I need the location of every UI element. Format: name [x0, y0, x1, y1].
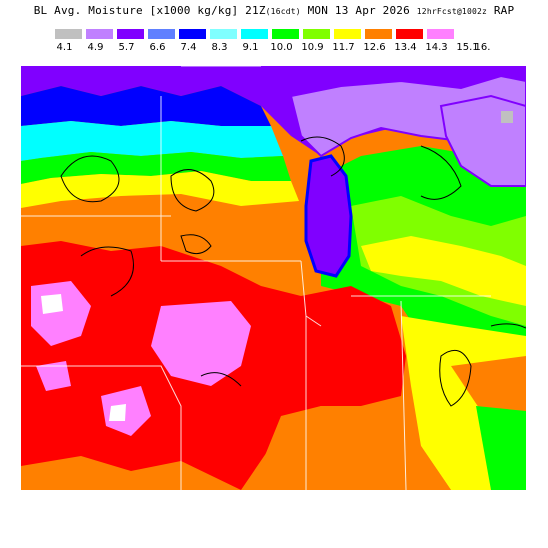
legend-label: 6.6 — [149, 42, 166, 53]
moisture-sw-orange — [21, 456, 241, 490]
moisture-field — [21, 66, 526, 490]
contour-line — [200, 372, 242, 387]
title-forecast-tag: 12hrFcst@1002z — [416, 7, 488, 16]
legend-label: 4.1 — [56, 42, 73, 53]
legend-swatch — [272, 29, 299, 39]
moisture-band-yellow — [21, 171, 299, 208]
legend-label: 12.6 — [363, 42, 386, 53]
legend-label: 15.1 — [456, 42, 479, 53]
contour-lines — [60, 136, 526, 407]
contour-line — [60, 155, 120, 203]
moisture-patch-pink — [101, 386, 151, 436]
legend-label: 5.7 — [118, 42, 135, 53]
contour-line — [180, 234, 212, 255]
legend-swatch — [365, 29, 392, 39]
contour-line — [420, 145, 462, 200]
legend-label: 13.4 — [394, 42, 417, 53]
title-model: RAP — [493, 4, 515, 17]
contour-line — [170, 169, 215, 212]
moisture-band-cyan — [21, 121, 283, 161]
moisture-band-blue — [21, 86, 271, 126]
color-legend: 4.1 4.9 5.7 6.6 7.4 8.3 9.1 10.0 10.9 11… — [55, 29, 490, 55]
great-lakes — [289, 74, 526, 278]
moisture-south-orange — [251, 401, 451, 490]
moisture-patch-white — [41, 294, 63, 314]
legend-swatch — [55, 29, 82, 39]
legend-swatch — [117, 29, 144, 39]
legend-label: 10.0 — [270, 42, 293, 53]
legend-swatch — [427, 29, 454, 39]
legend-swatch — [179, 29, 206, 39]
legend-label: 10.9 — [301, 42, 324, 53]
state-boundaries — [21, 66, 491, 490]
legend-label: 14.3 — [425, 42, 448, 53]
moisture-patch-pink — [36, 361, 71, 391]
contour-line — [300, 136, 345, 177]
legend-label: 8.3 — [211, 42, 228, 53]
dry-patch-gray — [501, 111, 513, 123]
moisture-patch-pink — [151, 301, 251, 386]
legend-swatch — [303, 29, 330, 39]
legend-swatch — [86, 29, 113, 39]
title-prefix: BL Avg. Moisture [x1000 kg/kg] 21Z — [33, 4, 266, 17]
moisture-se-green — [476, 406, 526, 490]
moisture-band-green — [21, 152, 291, 184]
contour-line — [439, 349, 472, 407]
legend-label: 7.4 — [180, 42, 197, 53]
contour-line — [490, 323, 526, 329]
moisture-patch-white — [109, 404, 126, 421]
contour-line — [80, 246, 134, 297]
legend-swatch — [458, 29, 485, 39]
legend-swatch — [241, 29, 268, 39]
legend-swatch — [148, 29, 175, 39]
title-date: MON 13 Apr 2026 — [307, 4, 410, 17]
legend-label: 9.1 — [242, 42, 259, 53]
map-canvas — [21, 66, 526, 490]
legend-swatch — [396, 29, 423, 39]
map-title: BL Avg. Moisture [x1000 kg/kg] 21Z(16cdt… — [0, 4, 548, 22]
moisture-east-yellow — [361, 236, 526, 306]
state-line — [400, 300, 407, 490]
moisture-map — [21, 66, 526, 490]
legend-label: 11.7 — [332, 42, 355, 53]
legend-swatch — [210, 29, 237, 39]
legend-swatch — [334, 29, 361, 39]
state-line — [21, 365, 182, 490]
legend-label: 4.9 — [87, 42, 104, 53]
lake-michigan — [304, 154, 353, 278]
title-hour-tag: (16cdt) — [265, 7, 301, 16]
legend-label: 16. — [474, 42, 491, 53]
